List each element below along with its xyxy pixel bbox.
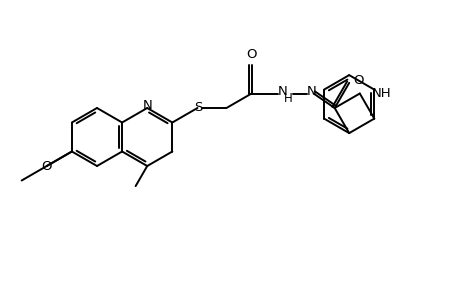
Text: O: O	[41, 160, 52, 172]
Text: H: H	[284, 92, 292, 105]
Text: N: N	[277, 85, 287, 98]
Text: NH: NH	[371, 87, 391, 100]
Text: N: N	[306, 85, 316, 98]
Text: S: S	[194, 100, 202, 113]
Text: O: O	[246, 47, 256, 61]
Text: O: O	[353, 74, 363, 87]
Text: N: N	[142, 98, 152, 112]
